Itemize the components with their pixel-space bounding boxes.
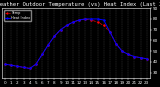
Title: Milwaukee Weather Outdoor Temperature (vs) Heat Index (Last 24 Hours): Milwaukee Weather Outdoor Temperature (v… [0,2,160,7]
Legend: Temp, Heat Index: Temp, Heat Index [4,10,31,21]
